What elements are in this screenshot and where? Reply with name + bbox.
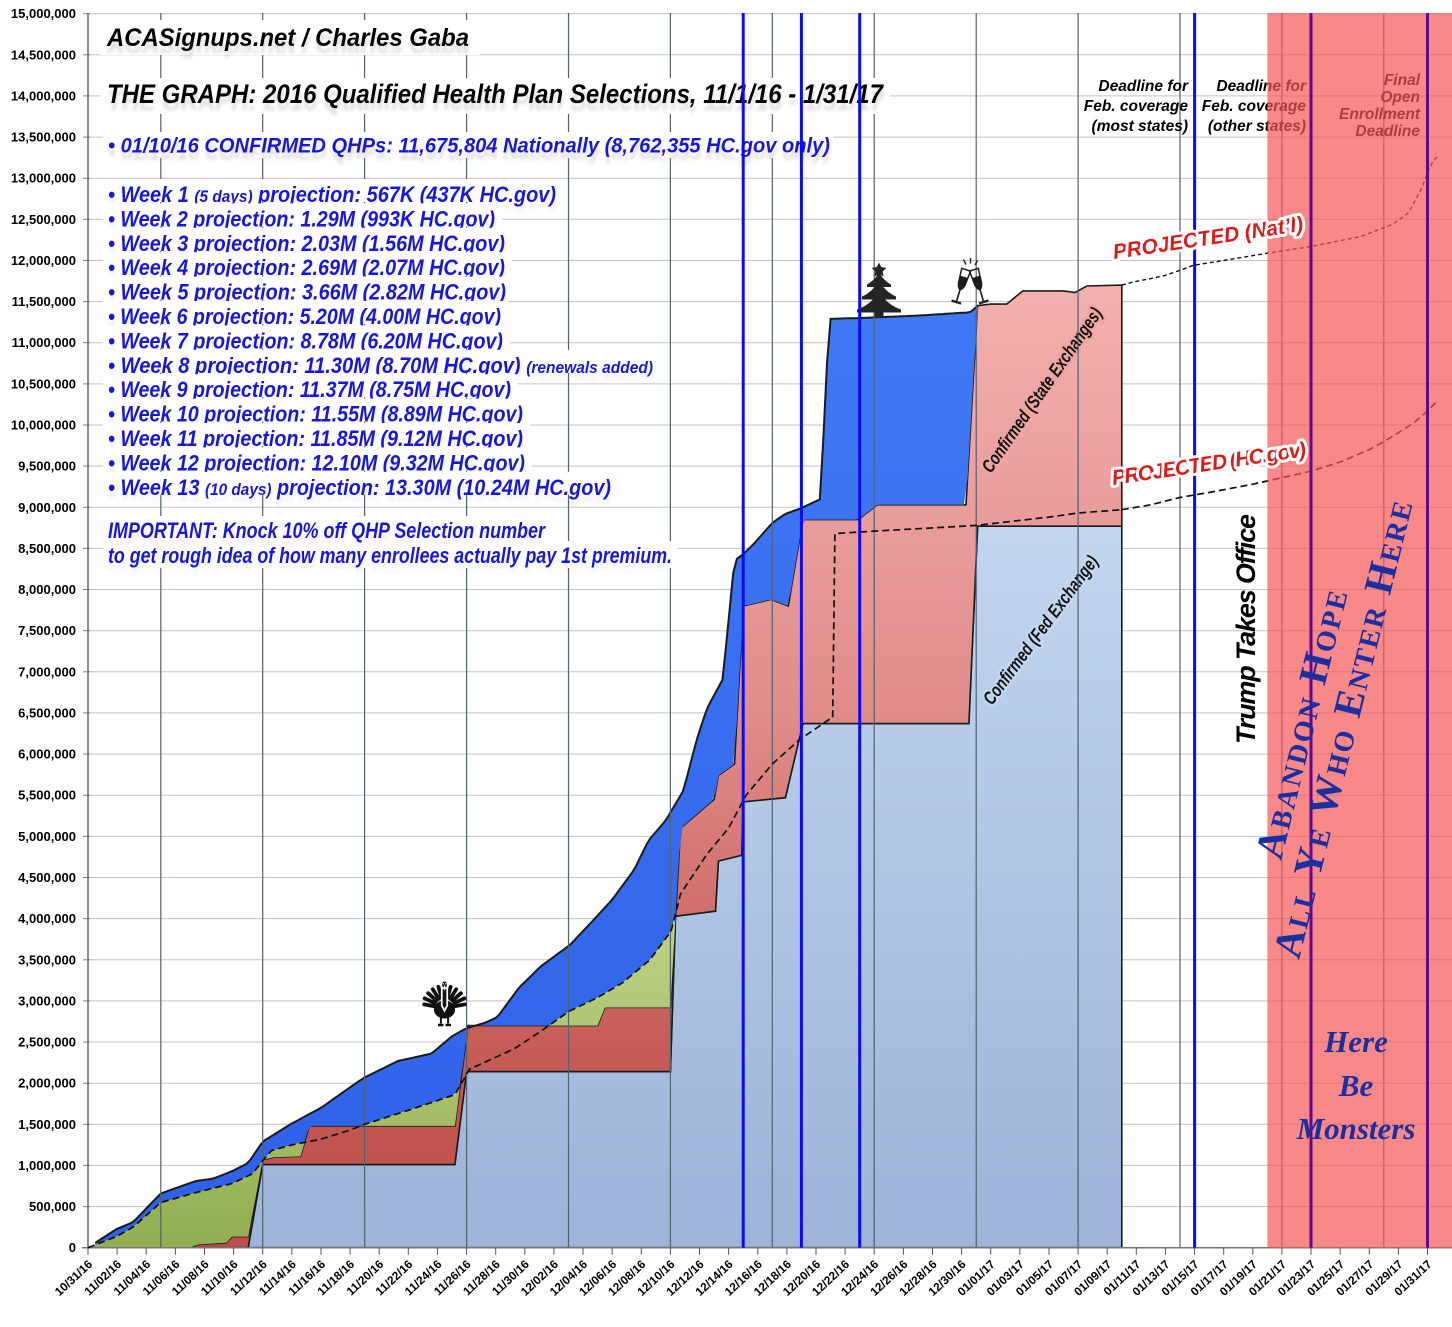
svg-text:2,000,000: 2,000,000 <box>18 1076 76 1091</box>
svg-text:14,500,000: 14,500,000 <box>11 47 76 62</box>
svg-text:ACASignups.net / Charles Gaba: ACASignups.net / Charles Gaba <box>106 24 469 52</box>
svg-text:7,000,000: 7,000,000 <box>18 664 76 679</box>
svg-text:• Week 2 projection: 1.29M (99: • Week 2 projection: 1.29M (993K HC.gov) <box>108 206 495 231</box>
svg-text:500,000: 500,000 <box>29 1199 76 1214</box>
svg-text:Feb. coverage: Feb. coverage <box>1084 98 1189 115</box>
svg-text:5,500,000: 5,500,000 <box>18 788 76 803</box>
svg-text:• Week 4 projection: 2.69M (2.: • Week 4 projection: 2.69M (2.07M HC.gov… <box>108 255 505 280</box>
svg-text:1,000,000: 1,000,000 <box>18 1158 76 1173</box>
svg-text:Be: Be <box>1338 1068 1374 1103</box>
svg-text:14,000,000: 14,000,000 <box>11 88 76 103</box>
svg-text:12,000,000: 12,000,000 <box>11 253 76 268</box>
svg-text:• Week 12 projection: 12.10M (: • Week 12 projection: 12.10M (9.32M HC.g… <box>108 450 525 475</box>
svg-text:8,000,000: 8,000,000 <box>18 582 76 597</box>
svg-text:6,500,000: 6,500,000 <box>18 705 76 720</box>
svg-text:5,000,000: 5,000,000 <box>18 829 76 844</box>
svg-text:• Week 3 projection: 2.03M (1.: • Week 3 projection: 2.03M (1.56M HC.gov… <box>108 231 505 256</box>
svg-text:• Week 10 projection: 11.55M (: • Week 10 projection: 11.55M (8.89M HC.g… <box>108 402 523 427</box>
svg-text:• Week 7 projection: 8.78M (6.: • Week 7 projection: 8.78M (6.20M HC.gov… <box>108 328 503 353</box>
svg-text:to get rough idea of how many: to get rough idea of how many enrollees … <box>108 543 672 568</box>
svg-text:Monsters: Monsters <box>1296 1111 1416 1146</box>
svg-text:Here: Here <box>1323 1024 1388 1059</box>
svg-text:3,500,000: 3,500,000 <box>18 952 76 967</box>
svg-text:8,500,000: 8,500,000 <box>18 541 76 556</box>
svg-text:4,000,000: 4,000,000 <box>18 911 76 926</box>
svg-text:0: 0 <box>69 1240 76 1255</box>
svg-text:1,500,000: 1,500,000 <box>18 1117 76 1132</box>
svg-text:12,500,000: 12,500,000 <box>11 212 76 227</box>
svg-text:• Week 9 projection: 11.37M (8: • Week 9 projection: 11.37M (8.75M HC.go… <box>108 377 511 402</box>
svg-text:7,500,000: 7,500,000 <box>18 623 76 638</box>
svg-text:10,500,000: 10,500,000 <box>11 376 76 391</box>
svg-text:• Week 8 projection: 11.30M (8: • Week 8 projection: 11.30M (8.70M HC.go… <box>108 353 653 378</box>
svg-text:4,500,000: 4,500,000 <box>18 870 76 885</box>
svg-text:3,000,000: 3,000,000 <box>18 993 76 1008</box>
svg-text:Deadline for: Deadline for <box>1098 78 1189 95</box>
svg-text:Trump Takes Office: Trump Takes Office <box>1231 514 1261 744</box>
svg-text:2,500,000: 2,500,000 <box>18 1035 76 1050</box>
svg-text:13,500,000: 13,500,000 <box>11 130 76 145</box>
svg-text:• Week 6 projection: 5.20M (4.: • Week 6 projection: 5.20M (4.00M HC.gov… <box>108 304 501 329</box>
svg-text:15,000,000: 15,000,000 <box>11 6 76 21</box>
svg-text:• Week 1 (5 days) projection:: • Week 1 (5 days) projection: 567K (437K… <box>108 182 556 207</box>
svg-text:10,000,000: 10,000,000 <box>11 418 76 433</box>
svg-text:• Week 5 projection: 3.66M (2.: • Week 5 projection: 3.66M (2.82M HC.gov… <box>108 280 506 305</box>
svg-text:• 01/10/16 CONFIRMED QHPs: 11,: • 01/10/16 CONFIRMED QHPs: 11,675,804 Na… <box>108 134 830 158</box>
svg-text:IMPORTANT: Knock 10% off QHP S: IMPORTANT: Knock 10% off QHP Selection n… <box>108 518 546 543</box>
svg-text:THE GRAPH: 2016 Qualified Heal: THE GRAPH: 2016 Qualified Health Plan Se… <box>107 79 885 109</box>
svg-text:9,500,000: 9,500,000 <box>18 459 76 474</box>
svg-text:(most states): (most states) <box>1092 118 1188 135</box>
svg-text:11,500,000: 11,500,000 <box>12 294 76 309</box>
svg-text:11,000,000: 11,000,000 <box>12 335 76 350</box>
svg-text:6,000,000: 6,000,000 <box>18 747 76 762</box>
svg-text:• Week 11 projection: 11.85M (: • Week 11 projection: 11.85M (9.12M HC.g… <box>108 426 523 451</box>
svg-text:• Week 13 (10 days) projection: • Week 13 (10 days) projection: 13.30M (… <box>108 475 611 500</box>
svg-text:13,000,000: 13,000,000 <box>11 171 76 186</box>
svg-text:9,000,000: 9,000,000 <box>18 500 76 515</box>
